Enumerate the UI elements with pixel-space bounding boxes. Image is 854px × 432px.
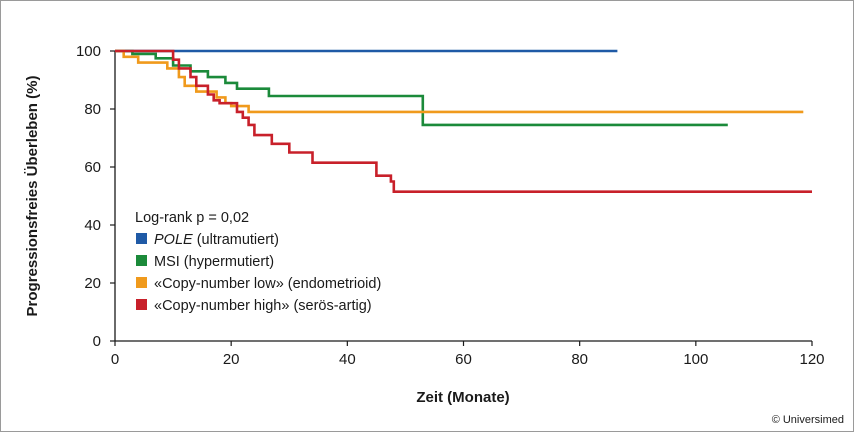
y-tick-label: 40: [84, 217, 101, 234]
x-tick-label: 120: [799, 351, 824, 368]
series-line-msi: [115, 49, 728, 127]
legend-label-cn-low: «Copy-number low» (endometrioid): [154, 276, 381, 292]
legend-label-pole-rest: (ultramutiert): [193, 232, 279, 248]
legend-swatch-cn-high: [136, 299, 147, 310]
legend: Log-rank p = 0,02 POLE (ultramutiert) MS…: [135, 210, 381, 314]
y-axis-title: Progressionsfreies Überleben (%): [24, 76, 41, 317]
legend-swatch-cn-low: [136, 277, 147, 288]
series-line-cn-high: [115, 49, 812, 193]
legend-label-msi: MSI (hypermutiert): [154, 254, 274, 270]
legend-label-cn-high: «Copy-number high» (serös-artig): [154, 298, 372, 314]
y-tick-label: 100: [76, 43, 101, 60]
x-tick-label: 60: [455, 351, 472, 368]
series-lines: [115, 49, 812, 193]
y-tick-label: 60: [84, 159, 101, 176]
legend-label-pole: POLE (ultramutiert): [154, 232, 279, 248]
copyright-credit: © Universimed: [771, 414, 844, 426]
ticks: 0 20 40 60 80 100 120 0 20 40 60 80 100: [76, 43, 825, 368]
x-tick-label: 80: [571, 351, 588, 368]
x-tick-label: 100: [683, 351, 708, 368]
legend-swatch-pole: [136, 233, 147, 244]
series-line-cn-low: [115, 49, 804, 114]
legend-swatch-msi: [136, 255, 147, 266]
log-rank-annotation: Log-rank p = 0,02: [135, 210, 249, 226]
x-tick-label: 0: [111, 351, 119, 368]
x-axis-title: Zeit (Monate): [416, 389, 509, 406]
x-tick-label: 20: [223, 351, 240, 368]
x-tick-label: 40: [339, 351, 356, 368]
y-tick-label: 80: [84, 101, 101, 118]
y-tick-label: 0: [93, 333, 101, 350]
legend-label-pole-italic: POLE: [154, 232, 193, 248]
y-tick-label: 20: [84, 275, 101, 292]
